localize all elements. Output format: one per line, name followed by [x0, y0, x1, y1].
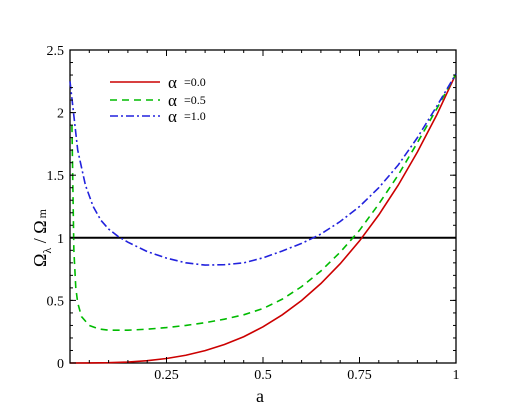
- legend-value-alpha-05: =0.5: [184, 93, 206, 107]
- y-tick-label: 2: [57, 107, 64, 122]
- y-tick-label: 2.5: [47, 44, 65, 59]
- legend-value-alpha-0: =0.0: [184, 75, 206, 89]
- x-tick-label: 1: [453, 368, 460, 383]
- x-axis-label: a: [256, 386, 264, 406]
- x-tick-label: 0.25: [154, 368, 179, 383]
- y-tick-label: 0.5: [47, 294, 65, 309]
- tick-labels: 0.25 0.5 0.75 1 0 0.5 1 1.5 2 2.5: [47, 44, 460, 383]
- y-tick-label: 1.5: [47, 169, 65, 184]
- x-tick-label: 0.5: [254, 368, 272, 383]
- ticks-layer: [69, 49, 457, 364]
- legend-symbol-alpha-0: α: [168, 73, 177, 92]
- legend-symbol-alpha-1: α: [168, 107, 177, 126]
- y-axis-label: Ωλ / Ωm: [30, 208, 54, 267]
- x-tick-label: 0.75: [347, 368, 372, 383]
- series-line-1: [71, 73, 457, 331]
- series-layer: [69, 73, 457, 364]
- series-line-0: [69, 73, 457, 364]
- y-tick-label: 1: [57, 232, 64, 247]
- series-line-2: [69, 73, 457, 266]
- legend: α =0.0 α =0.5 α =1.0: [110, 73, 206, 126]
- legend-value-alpha-1: =1.0: [184, 109, 206, 123]
- y-tick-label: 0: [57, 357, 64, 372]
- plot-area: [69, 49, 457, 364]
- legend-symbol-alpha-05: α: [168, 91, 177, 110]
